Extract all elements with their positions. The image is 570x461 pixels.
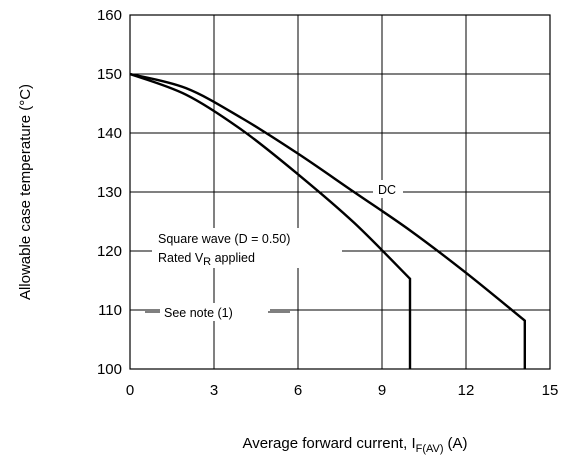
x-axis-title-unit: (A) (448, 435, 468, 452)
see-note-label: See note (1) (164, 306, 233, 320)
rated-vr-sub: R (203, 256, 211, 268)
y-tick-label: 160 (97, 7, 122, 24)
grid (129, 14, 551, 370)
square-wave-series-line (129, 72, 412, 369)
rated-vr-tail: applied (211, 251, 255, 265)
x-tick-label: 0 (126, 382, 134, 399)
y-tick-label: 140 (97, 125, 122, 142)
dc-series-line (129, 72, 526, 369)
square-wave-label: Square wave (D = 0.50) (158, 232, 290, 246)
x-tick-label: 9 (378, 382, 386, 399)
x-tick-label: 6 (294, 382, 302, 399)
y-tick-label: 110 (98, 302, 122, 319)
y-tick-label: 150 (97, 66, 122, 83)
plot-frame (129, 14, 551, 370)
rated-vr-label: Rated VR applied (158, 251, 255, 268)
x-tick-label: 12 (458, 382, 475, 399)
x-axis-title-sub: F(AV) (416, 443, 444, 455)
x-axis-title-main: Average forward current, I (242, 435, 415, 452)
dc-label: DC (378, 183, 396, 197)
tick-labels: 0 3 6 9 12 15 100 110 120 130 140 150 160 (97, 7, 558, 399)
y-tick-label: 130 (97, 184, 122, 201)
y-tick-label: 120 (97, 243, 122, 260)
x-axis-title: Average forward current, IF(AV) (A) (242, 435, 467, 455)
note-label-bg (160, 303, 270, 321)
x-tick-label: 3 (210, 382, 218, 399)
rated-vr-main: Rated V (158, 251, 204, 265)
series-lines (129, 72, 526, 369)
square-wave-label-bg (152, 228, 342, 268)
y-axis-title: Allowable case temperature (°C) (17, 84, 34, 300)
x-tick-label: 15 (542, 382, 559, 399)
dc-label-bg (373, 180, 403, 198)
y-tick-label: 100 (97, 361, 122, 378)
annotations: DC Square wave (D = 0.50) Rated VR appli… (145, 180, 403, 321)
